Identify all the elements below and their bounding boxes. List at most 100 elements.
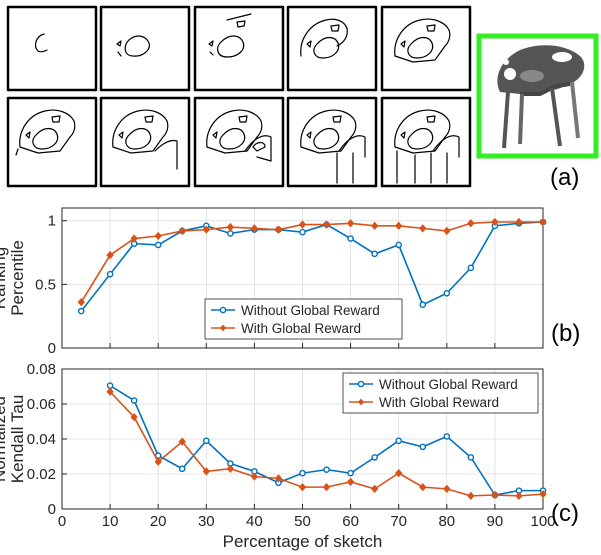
data-point [370, 484, 379, 494]
x-tick-label: 0 [58, 513, 66, 530]
data-point [443, 484, 451, 494]
y-axis-label-line: Ranking [0, 247, 9, 309]
data-point [515, 217, 523, 227]
panel-label: (c) [551, 500, 579, 527]
data-point [371, 454, 378, 461]
data-point [395, 468, 403, 478]
x-tick-label: 50 [294, 513, 311, 530]
data-point [106, 387, 114, 396]
sketch-frame [380, 96, 472, 188]
data-point [298, 482, 307, 492]
x-tick-label: 60 [342, 513, 359, 530]
data-point [77, 298, 85, 307]
x-tick-label: 20 [150, 513, 167, 530]
data-point [226, 222, 235, 232]
x-tick-label: 40 [246, 513, 263, 530]
sketch-frame [380, 5, 472, 92]
y-tick-label: 0.06 [27, 396, 56, 413]
kendall-tau-chart: 0 0.02 0.04 0.06 0.08 0 10 20 30 40 50 60 70 80 90 100 N… [0, 361, 579, 551]
sketch-frame [193, 96, 285, 188]
y-tick-label: 0.04 [27, 431, 56, 448]
data-point [130, 234, 138, 243]
y-axis-label-line: Normalized [0, 396, 9, 482]
legend-box [204, 298, 403, 340]
data-point [178, 437, 186, 446]
data-point [130, 412, 138, 422]
data-point [370, 221, 379, 230]
sketch-stroke [112, 109, 178, 170]
data-point [467, 454, 475, 461]
data-point [202, 467, 210, 476]
y-tick-label: 0 [48, 340, 56, 357]
data-point [274, 474, 283, 483]
sketch-frame [193, 5, 285, 92]
data-point [467, 219, 475, 228]
data-point [130, 397, 138, 404]
x-axis-label: Percentage of sketch [223, 532, 383, 551]
data-point [419, 443, 427, 451]
sketch-stroke [206, 109, 272, 162]
data-point [346, 477, 355, 487]
y-axis-label: RankingPercentile [0, 240, 27, 316]
sketch-frame [286, 96, 378, 188]
data-point [323, 466, 330, 473]
data-point [395, 241, 403, 249]
data-point [106, 250, 114, 260]
data-point [250, 472, 259, 481]
data-point [443, 289, 451, 297]
series-line [80, 221, 544, 312]
sketch-sequence [6, 5, 472, 188]
data-point [395, 437, 403, 445]
sketch-frame [286, 5, 378, 92]
sketch-stroke [300, 18, 348, 59]
x-tick-label: 90 [487, 513, 504, 530]
legend-label: Without Global Reward [379, 377, 518, 392]
data-point [467, 264, 475, 272]
data-point [226, 464, 235, 473]
x-tick-label: 70 [390, 513, 407, 530]
x-tick-label: 30 [198, 513, 215, 530]
data-point [539, 489, 547, 499]
data-point [154, 457, 162, 466]
data-point [467, 491, 475, 501]
data-point [322, 220, 331, 229]
data-point [178, 465, 186, 473]
y-axis-label-line: Kendall Tau [8, 395, 27, 484]
sketch-frame [6, 96, 98, 188]
y-axis-label: NormalizedKendall Tau [0, 395, 27, 484]
legend-marker [357, 380, 365, 388]
data-point [106, 382, 114, 389]
data-point [491, 490, 499, 500]
data-point [299, 469, 306, 477]
data-point [298, 220, 307, 229]
data-point [539, 217, 547, 227]
data-point [299, 228, 306, 236]
panel-label-a: (a) [550, 164, 579, 191]
chair-photo [476, 33, 599, 159]
y-tick-label: 0 [48, 501, 56, 518]
sketch-stroke [116, 35, 150, 57]
x-tick-label: 80 [438, 513, 455, 530]
sketch-frame [99, 96, 191, 188]
sketch-stroke [300, 109, 366, 184]
sketch-frame [99, 5, 191, 92]
data-point [250, 224, 259, 233]
data-point [419, 482, 427, 492]
legend-marker [358, 398, 364, 406]
sketch-stroke [208, 13, 252, 58]
sketch-frame [6, 5, 98, 92]
data-point [491, 217, 499, 227]
data-point [202, 437, 210, 445]
data-point [347, 235, 354, 242]
data-point [419, 224, 427, 233]
data-point [443, 226, 451, 236]
data-point [346, 219, 355, 228]
data-point [178, 226, 186, 236]
data-point [154, 241, 162, 249]
y-tick-label: 0.5 [35, 276, 56, 293]
series-line [80, 221, 543, 303]
sketch-stroke [394, 109, 460, 184]
y-axis-label-line: Percentile [8, 240, 27, 316]
legend-label: Without Global Reward [241, 303, 380, 318]
